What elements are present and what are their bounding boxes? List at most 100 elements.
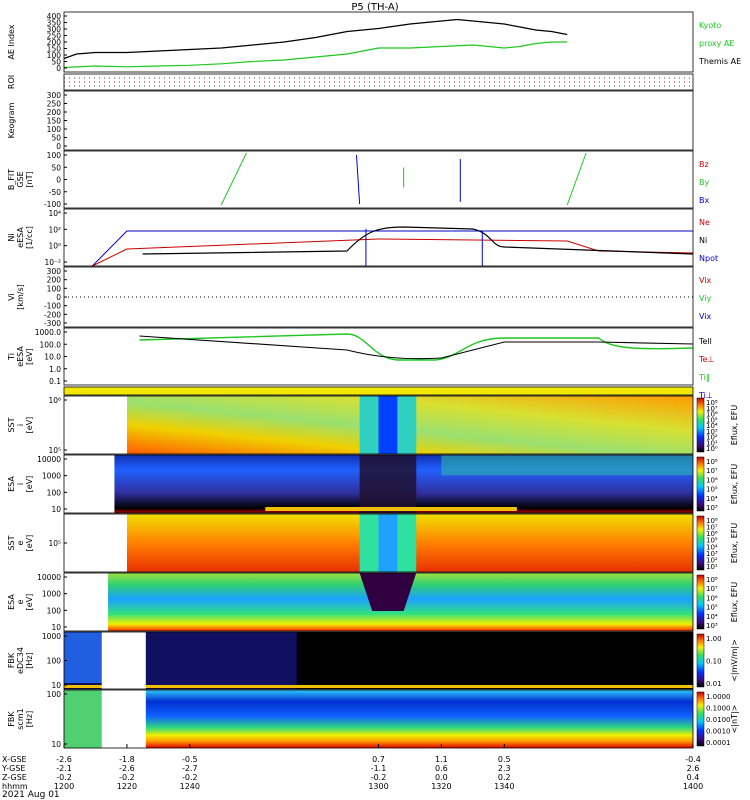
y-tick-label: 400 [47,12,62,21]
y-axis-label: SST [7,417,16,432]
ne-line [92,238,694,267]
y-tick-label: 150 [47,117,62,126]
legend-entry: Npot [699,254,718,263]
panel-frame-sst_i [63,395,694,455]
legend-entry: Kyoto [699,21,721,30]
colorbar-label: Eflux, EFU [730,582,739,623]
panel-frame-esa_i [63,454,694,514]
y-tick-label: 300 [47,25,62,34]
panel-frame-strip [63,386,694,396]
y-axis-label: AE Index [7,24,16,59]
y-tick-label: 50 [51,58,61,67]
plot-title: P5 (TH-A) [351,2,398,13]
sst-electron-data-gap [64,514,127,572]
colorbar-tick-label: 10³ [706,550,718,558]
legend-entry: Vix [699,276,712,285]
y-tick-label: 10 [51,740,61,749]
strip-band [64,387,693,395]
y-tick-label: 10 [51,681,61,690]
y-tick-label: 100 [47,606,62,615]
y-tick-label: 350 [47,19,62,28]
x-axis-row-value: 1340 [494,782,514,791]
x-axis-row-value: -1.8 [119,755,135,764]
y-axis-label: ESA [7,594,16,610]
y-axis-label: eESA [16,227,25,248]
y-tick-label: 100.0 [40,340,62,349]
y-axis-label: GSE [16,171,25,187]
x-axis-row-value: 1200 [54,782,74,791]
y-axis-label: Ti [7,353,16,361]
x-axis-row-label: Z-GSE [2,773,27,782]
legend-entry: proxy AE [699,39,734,48]
y-axis-label: [Hz] [25,652,34,668]
y-tick-label: 200 [47,108,62,117]
legend-entry: By [699,178,709,187]
y-tick-label: 250 [47,32,62,41]
colorbar-tick-label: 10³ [706,428,718,436]
y-axis-label: [Hz] [25,711,34,727]
esa-electron-gap [359,573,417,611]
colorbar-label: Eflux, EFU [730,405,739,446]
fbk-edc-lowband [64,685,693,688]
x-axis-row-value: -2.7 [182,764,198,773]
ae-series-line-1 [63,41,568,69]
colorbar-label: <|nT|> [730,705,739,734]
line-series-layer [63,18,694,361]
x-axis-row-value: -0.5 [182,755,198,764]
colorbar-tick-label: 1.0000 [706,693,731,701]
colorbar-tick-label: 10² [706,434,718,442]
colorbar-tick-label: 10⁷ [706,524,718,532]
legend-entry: Te⊥ [698,355,714,364]
colorbar-tick-label: 10⁶ [706,476,718,484]
y-tick-label: 10 [51,623,61,632]
y-axis-label: [nT] [25,171,34,187]
x-axis-row-value: -2.6 [56,755,72,764]
legend-entry: Ti⊥ [698,391,713,400]
x-axis-row-value: 0.7 [372,755,385,764]
y-tick-label: 100 [47,657,62,666]
colorbar [696,633,705,688]
y-tick-label: 100 [47,125,62,134]
y-tick-label: 200 [47,276,62,285]
panel-frame-roi [63,73,694,91]
colorbar-tick-label: 0.01 [706,680,722,688]
colorbar-tick-label: 0.0010 [706,728,731,736]
y-axis-label: ESA [7,476,16,492]
y-axis-label: B_FIT [7,169,16,190]
colorbar-tick-label: 10¹ [706,439,718,447]
panel-frame-layer [63,11,694,749]
colorbar [696,456,705,512]
y-tick-label: 10² [48,225,61,234]
ae-series-line-0 [63,18,568,60]
colorbar-tick-label: 10³ [706,504,718,512]
y-tick-label: 10⁴ [48,209,61,218]
esa-electron-data-gap [64,573,109,631]
y-tick-label: 150 [47,45,62,54]
y-tick-label: 10⁵ [48,539,61,548]
y-tick-label: 100 [47,488,62,497]
panel-frame-esa_e [63,572,694,632]
y-tick-label: 10⁶ [48,396,61,405]
colorbar-tick-label: 0.1000 [706,705,731,713]
x-axis-row-value: 1400 [683,782,703,791]
esa-ion-upper [441,455,693,476]
colorbar-tick-label: 10⁰ [706,445,718,453]
x-axis-row-label: X-GSE [2,755,27,764]
colorbar [696,515,705,571]
x-axis-row-value: 2.3 [498,764,511,773]
colorbar-tick-label: 10³ [706,622,718,630]
legend-entry: Tell [698,337,712,346]
sst-ion-core [378,396,398,454]
y-tick-label: 50 [51,163,61,172]
date-label: 2021 Aug 01 [2,790,60,800]
y-tick-label: 100 [47,690,62,699]
y-tick-label: -100 [44,302,61,311]
colorbar-tick-label: 10⁵ [706,416,718,424]
panel-frame-bfit [63,150,694,209]
panel-frame-ni [63,208,694,267]
sst-electron-core [378,514,398,572]
y-tick-label: 1000 [42,472,61,481]
y-axis-label: [1/cc] [25,226,34,249]
x-axis-row-value: -0.4 [685,755,701,764]
